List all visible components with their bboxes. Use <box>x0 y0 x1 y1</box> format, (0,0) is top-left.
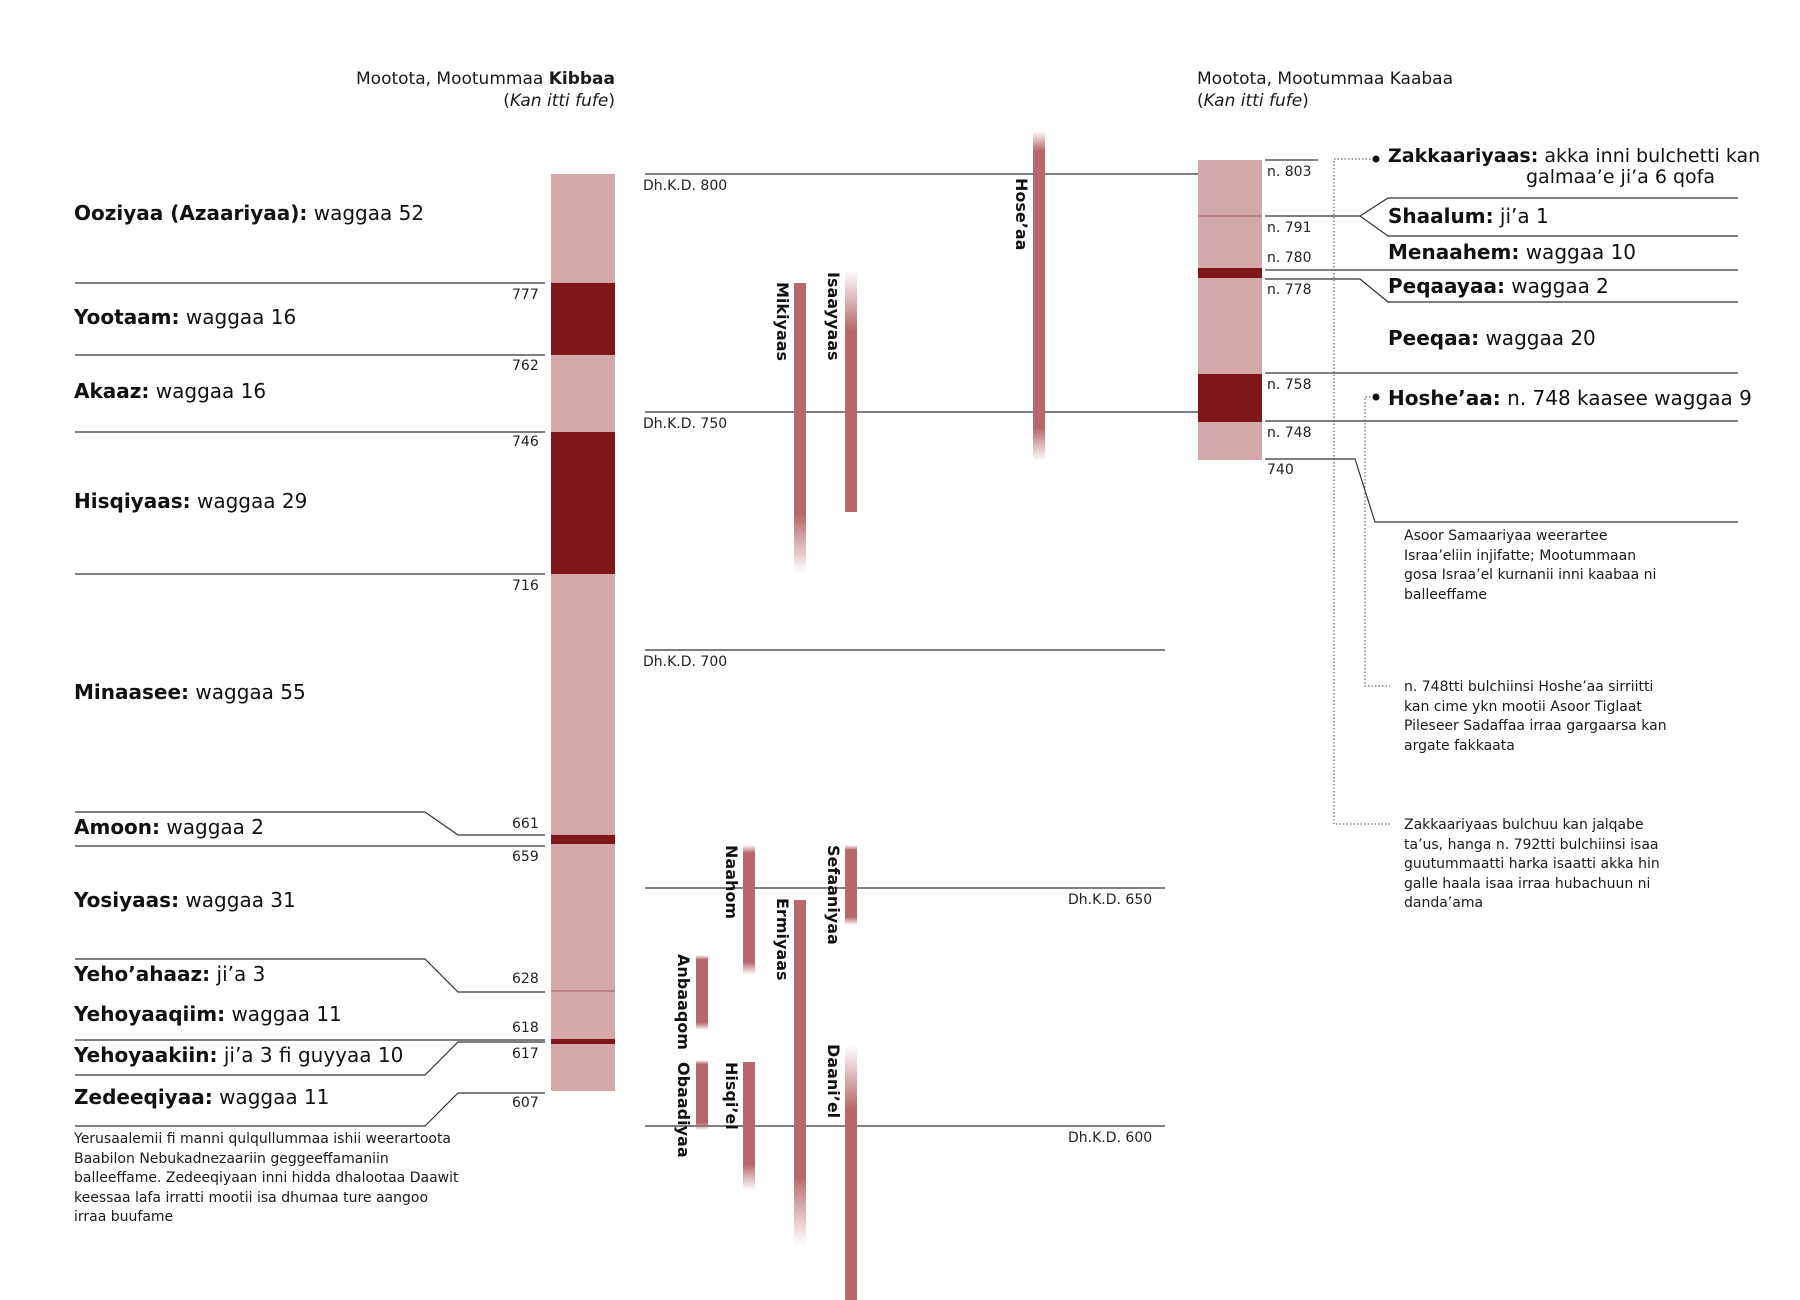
south-year: 617 <box>512 1046 539 1062</box>
prophet-label: Hisqi’el <box>722 1062 741 1130</box>
north-year: n. 791 <box>1267 220 1312 236</box>
era-label: Dh.K.D. 700 <box>643 654 728 670</box>
prophet-label: Sefaaniyaa <box>824 845 843 945</box>
south-king-label: Yeho’ahaaz: ji’a 3 <box>74 962 266 986</box>
prophet-label: Obaadiyaa <box>674 1062 693 1158</box>
south-footnote: Yerusaalemii fi manni qulqullummaa ishii… <box>74 1131 459 1225</box>
north-king-label: Shaalum: ji’a 1 <box>1388 204 1549 228</box>
south-year: 618 <box>512 1020 539 1036</box>
prophet-label: Isaayyaas <box>824 272 843 361</box>
north-year: n. 780 <box>1267 250 1312 266</box>
prophet-label: Daani’el <box>824 1044 843 1119</box>
south-year: 777 <box>512 287 539 303</box>
prophet-bars <box>696 131 1045 1300</box>
south-reign-bar <box>551 174 615 1091</box>
north-year: n. 758 <box>1267 377 1312 393</box>
south-dividers <box>75 282 545 1127</box>
north-reign-bar <box>1198 160 1262 460</box>
prophet-label: Anbaaqom <box>674 954 693 1050</box>
prophet-label: Mikiyaas <box>773 282 792 362</box>
south-king-label: Yehoyaaqiim: waggaa 11 <box>74 1002 342 1026</box>
south-year: 716 <box>512 578 539 594</box>
south-king-label: Yehoyaakiin: ji’a 3 fi guyyaa 10 <box>74 1043 404 1067</box>
era-lines <box>645 173 1165 1127</box>
north-dotted-leaders <box>1333 158 1390 825</box>
south-year: 746 <box>512 434 539 450</box>
era-label: Dh.K.D. 650 <box>1068 892 1153 908</box>
south-king-label: Yootaam: waggaa 16 <box>74 305 297 329</box>
south-header: Mootota, Mootummaa Kibbaa (Kan itti fufe… <box>356 69 615 111</box>
south-king-label: Ooziyaa (Azaariyaa): waggaa 52 <box>74 201 425 225</box>
south-year: 607 <box>512 1095 539 1111</box>
north-note: n. 748tti bulchiinsi Hoshe’aa sirriitti … <box>1404 679 1667 754</box>
south-king-label: Yosiyaas: waggaa 31 <box>74 888 296 912</box>
north-year: 740 <box>1267 462 1294 478</box>
north-note: Asoor Samaariyaa weerartee Israa’eliin i… <box>1404 528 1657 603</box>
north-year: n. 803 <box>1267 164 1312 180</box>
prophet-label: Naahom <box>722 845 741 920</box>
north-king-label: Peqaayaa: waggaa 2 <box>1388 274 1609 298</box>
south-year: 661 <box>512 816 539 832</box>
south-year: 628 <box>512 971 539 987</box>
prophet-label: Hose’aa <box>1012 178 1031 251</box>
south-king-label: Zedeeqiyaa: waggaa 11 <box>74 1085 330 1109</box>
north-year: n. 748 <box>1267 425 1312 441</box>
north-header: Mootota, Mootummaa Kaabaa (Kan itti fufe… <box>1197 69 1454 111</box>
south-king-label: Akaaz: waggaa 16 <box>74 379 267 403</box>
south-year: 659 <box>512 849 539 865</box>
south-king-label: Amoon: waggaa 2 <box>74 815 265 839</box>
north-king-label: Hoshe’aa: n. 748 kaasee waggaa 9 <box>1388 386 1752 410</box>
prophet-label: Ermiyaas <box>773 898 792 981</box>
south-king-label: Minaasee: waggaa 55 <box>74 680 306 704</box>
south-year: 762 <box>512 358 539 374</box>
era-label: Dh.K.D. 600 <box>1068 1130 1153 1146</box>
north-king-label: Menaahem: waggaa 10 <box>1388 240 1637 264</box>
north-king-label: Zakkaariyaas: akka inni bulchetti kan ga… <box>1388 145 1761 188</box>
north-year: n. 778 <box>1267 282 1312 298</box>
north-note: Zakkaariyaas bulchuu kan jalqabe ta’us, … <box>1404 817 1660 911</box>
era-label: Dh.K.D. 750 <box>643 416 728 432</box>
north-king-label: Peeqaa: waggaa 20 <box>1388 326 1596 350</box>
south-king-label: Hisqiyaas: waggaa 29 <box>74 489 308 513</box>
era-label: Dh.K.D. 800 <box>643 178 728 194</box>
